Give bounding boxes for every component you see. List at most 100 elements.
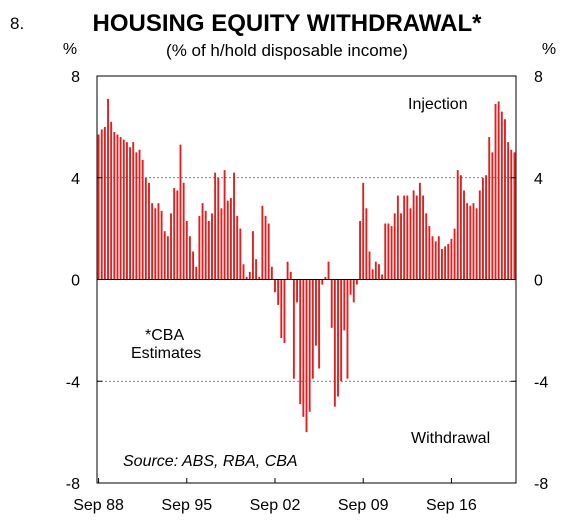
bar (280, 279, 283, 339)
bar (292, 279, 295, 379)
bar (283, 279, 286, 344)
y-tick-label-right: -4 (534, 374, 548, 391)
x-tick-label: Sep 88 (73, 497, 124, 514)
bar (116, 134, 119, 280)
bar (185, 220, 188, 280)
bar (428, 226, 431, 280)
bar (245, 276, 248, 280)
bar (444, 246, 447, 280)
bar (321, 279, 324, 285)
note-estimates-label: Estimates (131, 345, 202, 362)
bar (236, 215, 239, 280)
bar (129, 147, 132, 280)
bar (349, 279, 352, 295)
bar (201, 203, 204, 280)
bar (352, 279, 355, 303)
bar (204, 210, 207, 280)
bar (308, 279, 311, 412)
bar (441, 248, 443, 280)
bar (318, 279, 321, 369)
bar (163, 231, 166, 280)
bar (188, 236, 191, 280)
bar (437, 236, 440, 280)
bar (233, 172, 235, 280)
bar (122, 139, 125, 280)
bar (333, 279, 336, 407)
source-note: Source: ABS, RBA, CBA (123, 453, 298, 470)
bar (513, 152, 516, 280)
bar (327, 261, 330, 280)
bar (226, 200, 229, 280)
bar (491, 152, 494, 280)
bar (466, 203, 469, 280)
bar (459, 175, 462, 280)
y-tick-label-right: 4 (534, 171, 543, 188)
bar (393, 213, 396, 280)
bar (337, 279, 339, 397)
bar (456, 170, 459, 280)
bar (170, 213, 172, 280)
bar (371, 269, 374, 280)
bar (359, 220, 361, 280)
bar (469, 205, 472, 280)
bar (110, 121, 113, 280)
bar (261, 205, 264, 280)
bar (488, 137, 491, 280)
bar (267, 223, 270, 280)
bar (144, 177, 147, 280)
bar (324, 276, 327, 280)
bar (418, 182, 421, 280)
bar (346, 279, 349, 379)
bar (179, 144, 182, 280)
bar (450, 238, 453, 280)
bar (478, 190, 481, 280)
chart-subtitle: (% of h/hold disposable income) (166, 41, 408, 60)
chart-title: HOUSING EQUITY WITHDRAWAL* (92, 10, 482, 37)
bar (264, 215, 267, 280)
bar (192, 251, 195, 280)
bar (355, 279, 358, 285)
bar (340, 279, 343, 382)
bar (252, 231, 254, 280)
bar (277, 279, 280, 305)
bar (504, 119, 506, 280)
bar (343, 279, 346, 331)
bar (507, 142, 510, 280)
bar (157, 203, 160, 280)
bar (305, 279, 308, 433)
bar (475, 208, 478, 280)
bar (166, 236, 169, 280)
withdrawal-label: Withdrawal (411, 430, 491, 447)
bar (270, 266, 273, 280)
bar (119, 137, 122, 280)
bar (390, 226, 393, 280)
y-tick-label-left: 8 (71, 69, 80, 86)
bar (217, 177, 220, 280)
bar (107, 98, 109, 280)
figure-number: 8. (10, 14, 25, 33)
bar (472, 203, 475, 280)
y-unit-left: % (63, 41, 77, 58)
bar (248, 271, 251, 280)
injection-label: Injection (408, 96, 468, 113)
bar (431, 236, 434, 280)
bar (415, 195, 418, 280)
bar (125, 142, 128, 280)
bar (274, 279, 276, 293)
bar (387, 223, 390, 280)
bar (214, 172, 217, 280)
bar (368, 251, 371, 280)
bar (151, 203, 154, 280)
bar (97, 134, 100, 280)
bar (148, 182, 150, 280)
bar (296, 279, 298, 303)
bar (239, 228, 242, 280)
x-tick-label: Sep 95 (161, 497, 212, 514)
bar (103, 126, 106, 280)
bar (400, 213, 402, 280)
bar (500, 111, 503, 280)
bar (510, 149, 513, 280)
bar (396, 195, 399, 280)
bar (135, 152, 138, 280)
